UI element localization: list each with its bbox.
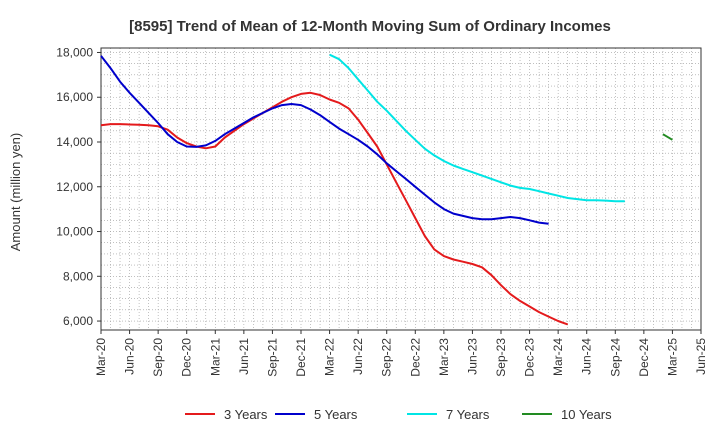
x-tick-label: Mar-25 [665,338,679,376]
series-lines [100,53,673,326]
x-tick-label: Mar-24 [551,338,565,376]
x-tick-label: Sep-24 [608,338,622,377]
legend: 3 Years 5 Years 7 Years 10 Years [185,407,612,422]
x-tick-label: Jun-23 [465,338,479,375]
y-tick-label: 8,000 [63,269,93,283]
y-axis-label: Amount (million yen) [8,133,23,252]
y-tick-label: 10,000 [56,225,93,239]
y-tick-label: 18,000 [56,45,93,59]
y-tick-label: 12,000 [56,180,93,194]
x-tick-label: Sep-23 [494,338,508,377]
series-line-10-years [662,133,673,141]
x-tick-label: Jun-22 [351,338,365,375]
x-tick-label: Dec-22 [408,338,422,377]
plot-area-frame [100,47,702,331]
series-line-5-years [100,55,549,225]
series-line-7-years [329,53,625,203]
x-tick-label: Mar-23 [437,338,451,376]
x-tick-label: Sep-22 [380,338,394,377]
x-tick-label: Jun-20 [123,338,137,375]
x-tick-label: Sep-20 [151,338,165,377]
x-axis-ticks: Mar-20 Jun-20 Sep-20 Dec-20 Mar-21 Jun-21 Sep-… [94,330,708,377]
y-tick-label: 14,000 [56,135,93,149]
x-tick-label: Jun-24 [580,338,594,375]
legend-label-7-years: 7 Years [446,407,490,422]
x-tick-label: Dec-23 [523,338,537,377]
y-tick-label: 16,000 [56,90,93,104]
x-tick-label: Dec-21 [294,338,308,377]
x-tick-label: Jun-21 [237,338,251,375]
x-tick-label: Jun-25 [694,338,708,375]
series-line-3-years [100,91,569,326]
legend-label-5-years: 5 Years [314,407,358,422]
chart-title: [8595] Trend of Mean of 12-Month Moving … [129,18,611,35]
grid [101,48,701,330]
y-tick-label: 6,000 [63,314,93,328]
x-tick-label: Sep-21 [265,338,279,377]
x-tick-label: Dec-20 [180,338,194,377]
x-tick-label: Mar-22 [323,338,337,376]
x-tick-label: Mar-21 [208,338,222,376]
legend-label-3-years: 3 Years [224,407,268,422]
x-tick-label: Mar-20 [94,338,108,376]
y-axis-ticks: 6,000 8,000 10,000 12,000 14,000 16,000 18,000 [56,45,101,328]
x-tick-label: Dec-24 [637,338,651,377]
legend-label-10-years: 10 Years [561,407,612,422]
